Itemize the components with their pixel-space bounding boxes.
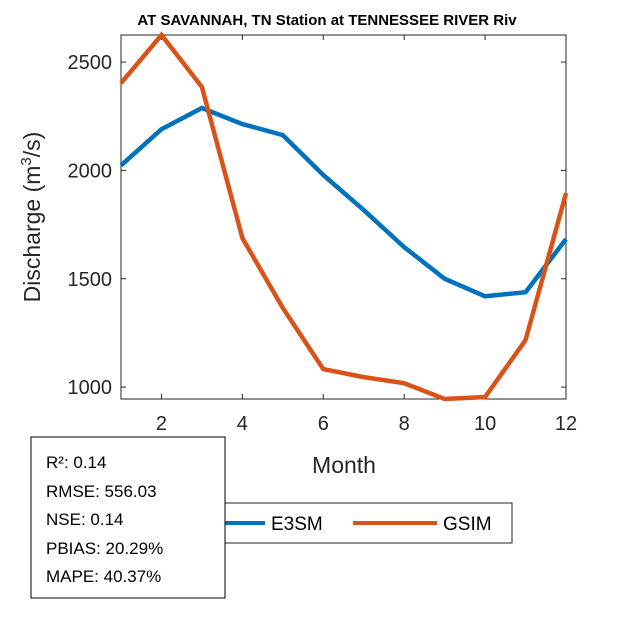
x-tick-label: 6 bbox=[318, 413, 329, 435]
series-line-gsim bbox=[119, 31, 569, 402]
y-axis-label-sup: 3 bbox=[18, 157, 35, 165]
y-tick-label: 1500 bbox=[68, 269, 113, 291]
x-tick-label: 10 bbox=[474, 413, 496, 435]
y-axis-label: Discharge (m3/s) bbox=[18, 132, 45, 303]
stat-pbias: PBIAS: 20.29% bbox=[46, 539, 163, 558]
stats-annotation: R²: 0.14 RMSE: 556.03 NSE: 0.14 PBIAS: 2… bbox=[30, 436, 226, 599]
y-axis-label-suffix: /s) bbox=[19, 132, 45, 158]
plot-area: 2 4 6 8 10 12 1000 1500 2000 2500 bbox=[68, 31, 577, 435]
x-tick-label: 12 bbox=[555, 413, 577, 435]
y-tick-label: 2500 bbox=[68, 52, 113, 74]
y-tick-label: 1000 bbox=[68, 377, 113, 399]
chart-title: AT SAVANNAH, TN Station at TENNESSEE RIV… bbox=[137, 12, 517, 29]
x-axis-label: Month bbox=[312, 452, 376, 478]
legend-label-e3sm: E3SM bbox=[271, 514, 323, 535]
series-line-e3sm bbox=[119, 105, 568, 299]
stat-rmse: RMSE: 556.03 bbox=[46, 482, 157, 501]
x-axis: 2 4 6 8 10 12 bbox=[156, 35, 577, 435]
y-tick-label: 2000 bbox=[68, 160, 113, 182]
stat-r2: R²: 0.14 bbox=[46, 453, 106, 472]
stats-box bbox=[30, 436, 226, 599]
stat-nse: NSE: 0.14 bbox=[46, 510, 124, 529]
y-axis: 1000 1500 2000 2500 bbox=[68, 52, 566, 399]
x-tick-label: 4 bbox=[237, 413, 248, 435]
x-tick-label: 8 bbox=[399, 413, 410, 435]
y-axis-label-prefix: Discharge (m bbox=[19, 166, 45, 303]
stat-mape: MAPE: 40.37% bbox=[46, 567, 161, 586]
series-lines bbox=[119, 31, 569, 402]
axes-box bbox=[120, 34, 567, 400]
x-tick-label: 2 bbox=[156, 413, 167, 435]
legend-label-gsim: GSIM bbox=[443, 514, 492, 535]
